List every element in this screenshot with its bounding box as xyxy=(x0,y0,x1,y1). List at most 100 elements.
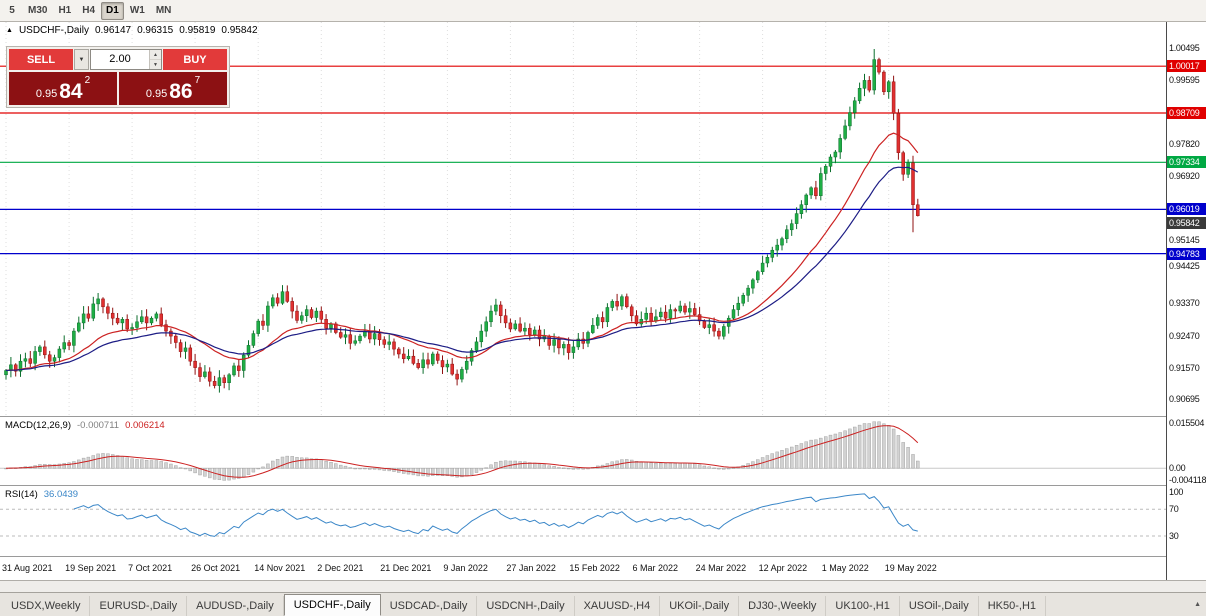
pane-divider[interactable] xyxy=(0,416,1206,417)
chart-tab-eurusd[interactable]: EURUSD-,Daily xyxy=(90,596,188,616)
bid-prefix: 0.95 xyxy=(35,88,58,100)
axis-price-label: 0.95145 xyxy=(1169,234,1200,245)
rsi-chart[interactable] xyxy=(0,486,1166,556)
date-axis-label: 31 Aug 2021 xyxy=(2,563,53,573)
horizontal-scroll-strip[interactable] xyxy=(0,580,1206,592)
bid-pip-sup: 2 xyxy=(84,75,91,86)
macd-chart[interactable] xyxy=(0,417,1166,485)
axis-price-label: 0.90695 xyxy=(1169,394,1200,405)
volume-value[interactable]: 2.00 xyxy=(109,53,131,65)
price-axis-separator xyxy=(1166,22,1167,580)
timeframe-button-h1[interactable]: H1 xyxy=(58,5,72,16)
timeframe-toolbar: 5 M30 H1 H4 D1 W1 MN xyxy=(0,0,1206,22)
price-chart[interactable] xyxy=(0,22,1166,416)
rsi-axis-label: 70 xyxy=(1169,504,1179,515)
spinner-down-icon[interactable]: ▼ xyxy=(150,60,161,69)
date-axis-label: 15 Feb 2022 xyxy=(569,563,620,573)
axis-price-label: 0.92470 xyxy=(1169,330,1200,341)
rsi-name: RSI(14) xyxy=(5,489,38,500)
date-axis-label: 19 May 2022 xyxy=(884,563,937,573)
pane-divider xyxy=(0,556,1206,557)
chart-window[interactable]: ▲ USDCHF-,Daily 0.96147 0.96315 0.95819 … xyxy=(0,22,1206,592)
axis-price-label: 1.00495 xyxy=(1169,43,1200,53)
spinner-up-icon[interactable]: ▲ xyxy=(150,50,161,60)
sell-button[interactable]: SELL xyxy=(9,49,73,70)
chart-tab-dj30[interactable]: DJ30-,Weekly xyxy=(739,596,827,616)
axis-price-label: 0.97820 xyxy=(1169,138,1200,149)
pane-divider[interactable] xyxy=(0,485,1206,486)
order-options-dropdown[interactable]: ▼ xyxy=(74,49,89,70)
chart-tab-usdcnh[interactable]: USDCNH-,Daily xyxy=(477,596,575,616)
rsi-value: 36.0439 xyxy=(43,489,79,500)
hline-price-tag: 1.00017 xyxy=(1167,60,1206,73)
macd-name: MACD(12,26,9) xyxy=(5,420,71,431)
date-axis-label: 14 Nov 2021 xyxy=(254,563,306,573)
chart-ohlc-title: ▲ USDCHF-,Daily 0.96147 0.96315 0.95819 … xyxy=(6,25,258,36)
ohlc-open: 0.96147 xyxy=(94,25,132,36)
axis-price-label: 0.93370 xyxy=(1169,298,1200,309)
one-click-trading-panel: SELL ▼ 2.00 ▲ ▼ BUY 0.95 84 2 0.95 86 7 xyxy=(6,46,230,108)
ohlc-close: 0.95842 xyxy=(221,25,258,36)
macd-signal-value: 0.006214 xyxy=(125,420,165,431)
timeframe-button-w1[interactable]: W1 xyxy=(129,5,145,16)
axis-price-label: 0.91570 xyxy=(1169,362,1200,373)
timeframe-button-mn[interactable]: MN xyxy=(155,5,172,16)
tab-scroll-icon[interactable]: ▲ xyxy=(1194,601,1201,608)
ask-big-digits: 86 xyxy=(169,80,193,103)
chart-tab-audusd[interactable]: AUDUSD-,Daily xyxy=(187,596,284,616)
chart-collapse-icon[interactable]: ▲ xyxy=(6,26,13,34)
date-axis-label: 21 Dec 2021 xyxy=(380,563,432,573)
timeframe-button-5[interactable]: 5 xyxy=(9,5,15,16)
hline-price-tag: 0.97334 xyxy=(1167,156,1206,169)
hline-price-tag: 0.98709 xyxy=(1167,107,1206,119)
macd-axis-label: 0.00 xyxy=(1169,463,1186,474)
rsi-axis-label: 100 xyxy=(1169,487,1184,497)
hline-price-tag: 0.94783 xyxy=(1167,247,1206,260)
volume-input[interactable]: 2.00 ▲ ▼ xyxy=(90,49,162,70)
chart-tab-usdchf[interactable]: USDCHF-,Daily xyxy=(283,594,381,616)
price-axis[interactable]: 1.00495 0.99595 0.97820 0.96920 0.95145 0.944… xyxy=(1167,22,1206,580)
ohlc-low: 0.95819 xyxy=(179,25,216,36)
date-axis-label: 24 Mar 2022 xyxy=(695,563,747,573)
hline-price-tag: 0.96019 xyxy=(1167,203,1206,216)
chart-tab-usoil[interactable]: USOil-,Daily xyxy=(900,596,979,616)
date-axis-label: 12 Apr 2022 xyxy=(758,563,808,573)
date-axis-label: 2 Dec 2021 xyxy=(317,563,364,573)
chart-tab-usdcad[interactable]: USDCAD-,Daily xyxy=(381,596,478,616)
volume-stepper: ▲ ▼ xyxy=(149,50,161,69)
ohlc-high: 0.96315 xyxy=(137,25,174,36)
chart-tab-uk100[interactable]: UK100-,H1 xyxy=(826,596,900,616)
ask-pip-sup: 7 xyxy=(194,75,201,86)
macd-indicator-label: MACD(12,26,9) -0.000711 0.006214 xyxy=(5,420,165,431)
chart-tab-usdx[interactable]: USDX,Weekly xyxy=(2,596,91,616)
date-axis-label: 6 Mar 2022 xyxy=(632,563,679,573)
symbol-period-label: USDCHF-,Daily xyxy=(18,25,89,36)
date-axis[interactable]: 31 Aug 2021 19 Sep 2021 7 Oct 2021 26 Oct 2… xyxy=(0,557,1166,580)
axis-price-label: 0.94425 xyxy=(1169,260,1200,271)
axis-price-label: 0.96920 xyxy=(1169,171,1200,182)
macd-main-value: -0.000711 xyxy=(77,420,120,431)
macd-axis-label: 0.015504 xyxy=(1169,418,1205,428)
timeframe-button-m30[interactable]: M30 xyxy=(28,5,48,16)
date-axis-label: 26 Oct 2021 xyxy=(191,563,241,573)
chart-tabs-bar: USDX,Weekly EURUSD-,Daily AUDUSD-,Daily USD… xyxy=(0,592,1206,616)
bid-big-digits: 84 xyxy=(59,80,83,103)
rsi-axis-label: 30 xyxy=(1169,531,1179,541)
chart-tab-ukoil[interactable]: UKOil-,Daily xyxy=(660,596,740,616)
buy-button[interactable]: BUY xyxy=(163,49,227,70)
date-axis-label: 7 Oct 2021 xyxy=(128,563,173,573)
macd-axis-label: -0.004118 xyxy=(1169,475,1206,485)
ask-prefix: 0.95 xyxy=(145,88,168,100)
axis-price-label: 0.99595 xyxy=(1169,75,1200,86)
chart-tab-hk50[interactable]: HK50-,H1 xyxy=(979,596,1047,616)
current-price-tag: 0.95842 xyxy=(1167,216,1206,229)
chart-tab-xauusd[interactable]: XAUUSD-,H4 xyxy=(575,596,661,616)
date-axis-label: 27 Jan 2022 xyxy=(506,563,556,573)
date-axis-label: 1 May 2022 xyxy=(821,563,869,573)
ask-price-display[interactable]: 0.95 86 7 xyxy=(119,72,227,105)
date-axis-label: 9 Jan 2022 xyxy=(443,563,488,573)
timeframe-button-d1[interactable]: D1 xyxy=(101,1,124,20)
rsi-indicator-label: RSI(14) 36.0439 xyxy=(5,489,78,500)
timeframe-button-h4[interactable]: H4 xyxy=(82,5,96,16)
bid-price-display[interactable]: 0.95 84 2 xyxy=(9,72,117,105)
